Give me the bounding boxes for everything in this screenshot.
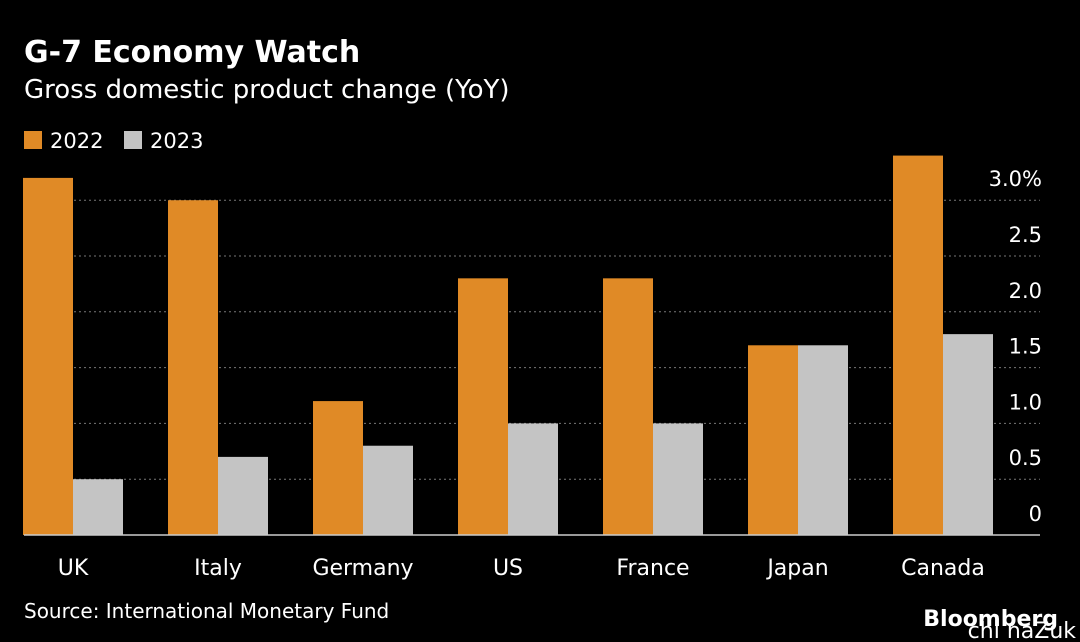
x-tick-label: Canada [901,556,985,581]
bar [943,334,993,535]
y-tick-label: 1.0 [1009,390,1042,414]
y-tick-label: 2.0 [1009,279,1042,303]
brand: Bloomberg [923,607,1058,632]
bar [798,345,848,535]
chart-title: G-7 Economy Watch [24,35,360,70]
source: Source: International Monetary Fund [24,599,389,623]
bar [363,445,413,535]
bar [893,155,943,535]
y-tick-label: 0 [1029,502,1042,526]
x-tick-label: Italy [194,556,242,581]
y-tick-label: 3.0% [989,167,1042,191]
bar [23,177,73,535]
legend-label: 2022 [50,129,103,153]
x-tick-label: Japan [765,556,828,581]
bar [748,345,798,535]
x-tick-label: US [493,556,523,581]
bar [603,278,653,535]
legend-swatch [124,131,142,149]
bar [168,200,218,535]
bar [508,423,558,535]
watermark: chi naZuk [968,619,1077,642]
legend-swatch [24,131,42,149]
bar [653,423,703,535]
chart-subtitle: Gross domestic product change (YoY) [24,75,510,105]
x-tick-label: France [616,556,689,581]
bar [458,278,508,535]
legend-label: 2023 [150,129,203,153]
y-tick-label: 1.5 [1009,335,1042,359]
bar [218,456,268,535]
y-tick-label: 0.5 [1009,446,1042,470]
x-tick-label: Germany [312,556,413,581]
bar [73,479,123,535]
bar [313,401,363,535]
y-tick-label: 2.5 [1009,223,1042,247]
x-tick-label: UK [58,556,89,581]
